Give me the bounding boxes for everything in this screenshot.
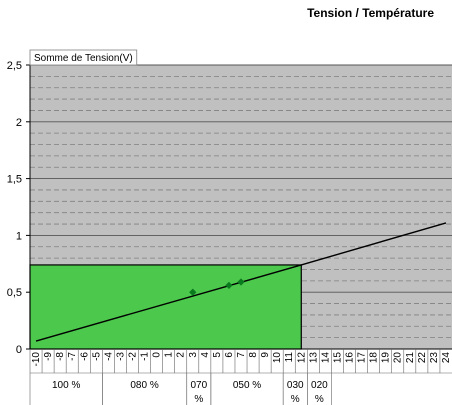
y-tick-label: 0 [16,344,22,356]
x-tick-label: 19 [381,352,392,364]
x-tick-label: 20 [393,352,404,364]
group-label: 080 % [130,380,158,391]
x-tick-label: 6 [224,352,235,358]
group-label: 030 [287,380,304,391]
x-tick-label: 8 [248,352,259,358]
x-tick-label: -4 [103,352,114,361]
x-tick-label: -6 [79,352,90,361]
x-tick-label: -8 [55,352,66,361]
x-tick-label: -1 [140,352,151,361]
y-tick-label: 2 [16,117,22,129]
x-tick-label: 0 [152,352,163,358]
series-line [35,222,447,342]
x-tick-label: 24 [441,352,452,364]
x-tick-label: 18 [369,352,380,364]
group-label: % [291,394,300,405]
x-tick-label: -5 [91,352,102,361]
x-tick-label: 11 [284,352,295,363]
series-label: Somme de Tension(V) [34,53,133,64]
data-point [237,278,245,286]
y-tick-label: 1,5 [7,174,22,186]
x-tick-label: 3 [188,352,199,358]
group-label: % [194,394,203,405]
x-tick-label: 7 [236,352,247,358]
y-tick-label: 0,5 [7,287,22,299]
series-label-box [29,49,138,66]
data-point [189,288,197,296]
x-tick-label: 1 [164,352,175,358]
group-label: 050 % [233,380,261,391]
x-tick-label: -7 [67,352,78,361]
x-tick-label: 23 [429,352,440,364]
x-tick-label: -2 [127,352,138,361]
x-tick-label: 2 [176,352,187,358]
highlight-region [29,264,302,350]
x-tick-label: 5 [212,352,223,358]
group-label: 020 [311,380,328,391]
chart-title: Tension / Température [307,6,434,20]
group-label: 070 [190,380,207,391]
x-tick-label: 4 [200,352,211,358]
x-tick-label: 10 [272,352,283,364]
x-tick-label: -9 [43,352,54,361]
y-tick-label: 2,5 [7,60,22,72]
x-tick-label: 16 [345,352,356,364]
x-tick-label: -3 [115,352,126,361]
group-label: 100 % [52,380,80,391]
x-tick-label: 12 [296,352,307,364]
data-point [225,281,233,290]
x-tick-label: 15 [332,352,343,364]
y-tick-label: 1 [16,230,22,242]
x-tick-label: 17 [357,352,368,364]
x-tick-label: 14 [320,352,331,364]
group-label: % [315,394,324,405]
x-tick-label: 13 [308,352,319,364]
x-tick-label: 9 [260,352,271,358]
x-tick-label: 21 [405,352,416,364]
x-tick-label: 22 [417,352,428,364]
x-tick-label: -10 [31,352,42,367]
